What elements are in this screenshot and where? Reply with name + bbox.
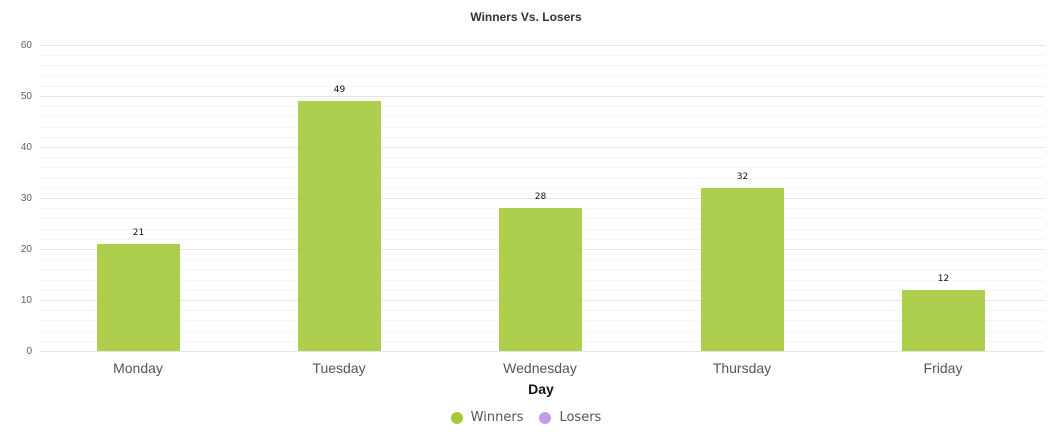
x-tick-monday: Monday bbox=[113, 360, 163, 376]
y-tick: 0 bbox=[26, 346, 32, 357]
legend-item-winners[interactable]: Winners bbox=[450, 410, 524, 425]
legend-label: Winners bbox=[470, 410, 524, 425]
gridline-minor bbox=[40, 106, 1045, 108]
bar-tuesday[interactable] bbox=[298, 101, 381, 351]
data-label: 28 bbox=[534, 192, 547, 203]
y-tick: 30 bbox=[20, 193, 32, 204]
gridline-minor bbox=[40, 136, 1045, 138]
winners-marker-icon bbox=[450, 411, 463, 424]
gridline-minor bbox=[40, 167, 1045, 169]
legend-item-losers[interactable]: Losers bbox=[539, 410, 601, 425]
gridline-minor bbox=[40, 126, 1045, 128]
bar-monday[interactable] bbox=[97, 243, 180, 351]
data-label: 21 bbox=[132, 227, 145, 238]
gridline-minor bbox=[40, 65, 1045, 67]
y-tick: 60 bbox=[20, 40, 32, 51]
data-label: 32 bbox=[736, 171, 749, 182]
data-label: 12 bbox=[937, 273, 950, 284]
y-tick: 40 bbox=[20, 142, 32, 153]
gridline-major bbox=[40, 45, 1045, 46]
x-tick-thursday: Thursday bbox=[712, 360, 772, 376]
bar-thursday[interactable] bbox=[701, 187, 784, 351]
gridline-major bbox=[40, 198, 1045, 199]
x-axis-title: Day bbox=[528, 381, 554, 397]
data-label: 49 bbox=[333, 85, 346, 96]
y-tick: 20 bbox=[20, 244, 32, 255]
y-tick: 10 bbox=[20, 295, 32, 306]
gridline-major bbox=[40, 96, 1045, 97]
gridline-major bbox=[40, 147, 1045, 148]
gridline-minor bbox=[40, 157, 1045, 159]
x-tick-friday: Friday bbox=[923, 360, 963, 376]
chart-title: Winners Vs. Losers bbox=[470, 10, 582, 24]
gridline-minor bbox=[40, 177, 1045, 179]
gridline-major bbox=[40, 351, 1045, 352]
bar-wednesday[interactable] bbox=[499, 208, 582, 351]
losers-marker-icon bbox=[539, 411, 552, 424]
gridline-minor bbox=[40, 187, 1045, 189]
gridline-minor bbox=[40, 116, 1045, 118]
gridline-minor bbox=[40, 75, 1045, 77]
bar-friday[interactable] bbox=[902, 289, 985, 351]
legend-label: Losers bbox=[559, 410, 602, 425]
x-tick-wednesday: Wednesday bbox=[503, 360, 577, 376]
x-tick-tuesday: Tuesday bbox=[312, 360, 366, 376]
gridline-minor bbox=[40, 85, 1045, 87]
gridline-minor bbox=[40, 55, 1045, 57]
legend: Winners Losers bbox=[0, 410, 1052, 425]
y-tick: 50 bbox=[20, 91, 32, 102]
